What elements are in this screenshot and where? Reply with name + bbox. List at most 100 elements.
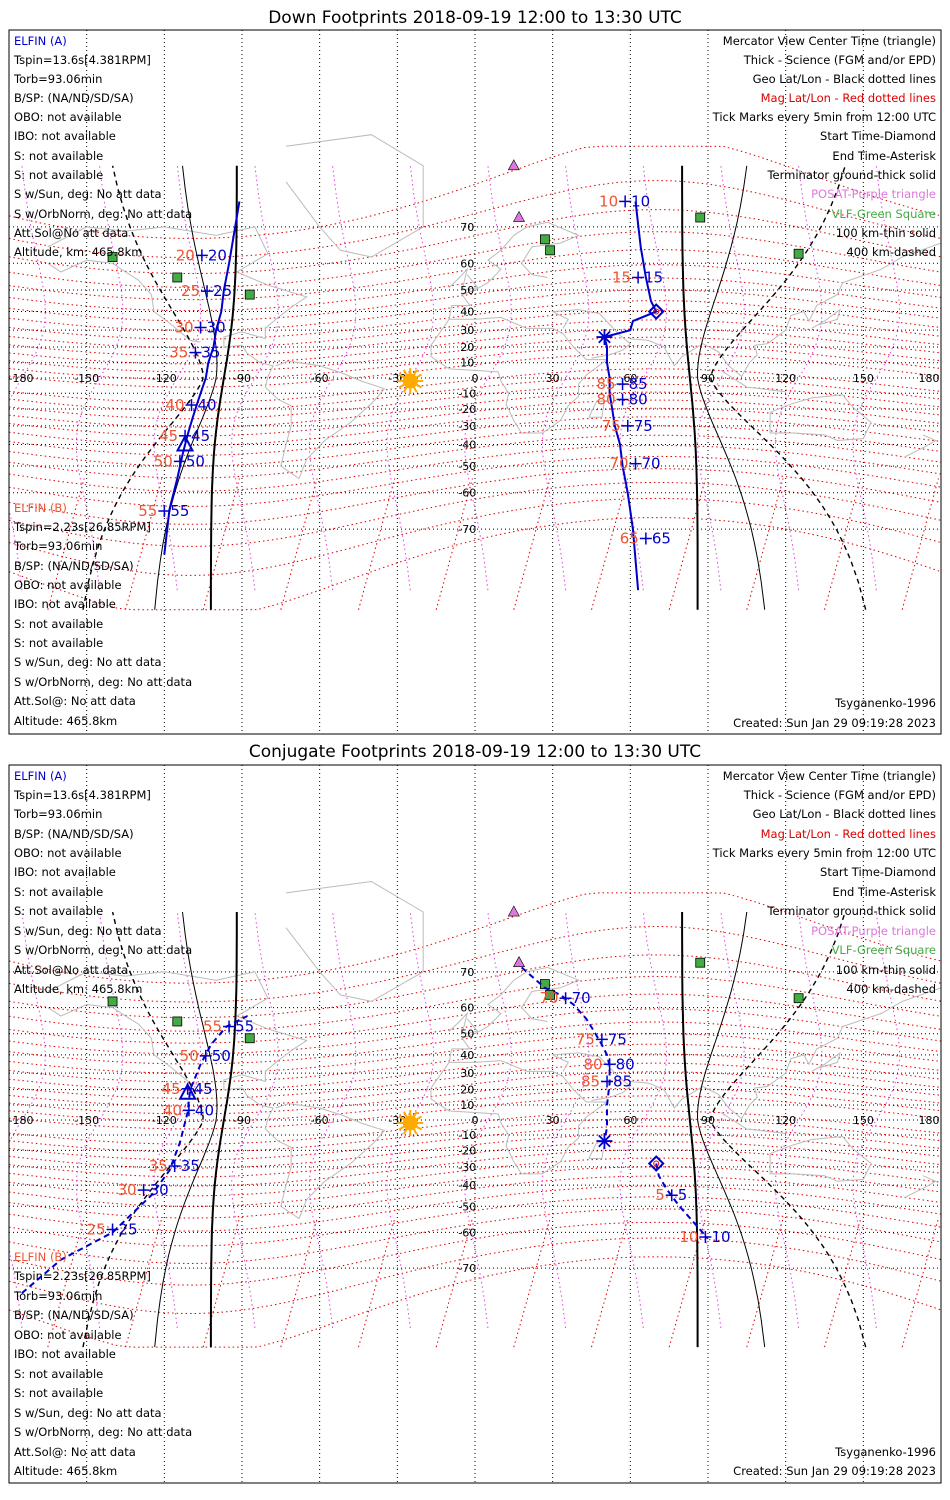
legend-left-line: S: not available bbox=[14, 149, 103, 163]
mag-latitude-line bbox=[9, 416, 941, 456]
lat-tick-label: -50 bbox=[458, 1200, 476, 1213]
end-time-asterisk bbox=[596, 1133, 613, 1150]
orbit-mag-label: 10 bbox=[599, 192, 618, 210]
coastline bbox=[588, 400, 605, 418]
legend-left-line: S w/OrbNorm, deg: No att data bbox=[14, 207, 192, 221]
mag-latitude-line bbox=[9, 1125, 941, 1161]
lat-tick-label: -60 bbox=[458, 1226, 476, 1239]
orbit-mag-label: 70 bbox=[609, 455, 628, 473]
orbit-tick-label: 15 bbox=[644, 268, 663, 286]
legend-right-line: VLF-Green Square bbox=[832, 207, 936, 221]
mag-latitude-line bbox=[9, 1221, 941, 1286]
mag-latitude-line bbox=[9, 209, 941, 274]
mag-latitude-line bbox=[9, 277, 941, 322]
sun-ray bbox=[398, 383, 405, 389]
lat-tick-label: -30 bbox=[458, 1161, 476, 1174]
legend-left-title: ELFIN (A) bbox=[14, 769, 67, 783]
lon-tick-label: 0 bbox=[472, 1114, 479, 1127]
sun-ray bbox=[402, 1111, 408, 1118]
orbit-trace bbox=[21, 1015, 248, 1294]
orbit-mag-label: 10 bbox=[679, 1228, 698, 1246]
legend-left-b-title: ELFIN (B) bbox=[14, 1250, 67, 1264]
coastline bbox=[47, 971, 386, 1220]
lon-tick-label: 150 bbox=[853, 372, 874, 385]
lon-tick-label: 30 bbox=[546, 1114, 560, 1127]
start-time-diamond bbox=[647, 303, 665, 320]
legend-left-line: Torb=93.06min bbox=[13, 807, 102, 821]
asterisk-stroke bbox=[598, 1134, 611, 1148]
lon-tick-label: 120 bbox=[775, 1114, 796, 1127]
orbit-tick-label: 25 bbox=[213, 282, 232, 300]
l-shell-line bbox=[308, 165, 357, 591]
orbit-mag-label: 15 bbox=[612, 268, 631, 286]
legend-left-b-line: Altitude: 465.8km bbox=[14, 714, 117, 728]
legend-left-b-line: OBO: not available bbox=[14, 578, 122, 592]
lat-tick-label: 70 bbox=[460, 221, 474, 234]
lon-tick-label: -180 bbox=[9, 372, 34, 385]
legend-left-line: B/SP: (NA/ND/SD/SA) bbox=[14, 827, 134, 841]
sun-ray bbox=[398, 1115, 405, 1121]
lon-tick-label: 60 bbox=[623, 372, 637, 385]
mag-latitude-line bbox=[9, 1071, 941, 1107]
orbit-tick-label: 80 bbox=[616, 1055, 635, 1073]
legend-left-line: IBO: not available bbox=[14, 865, 116, 879]
start-time-dot bbox=[653, 1160, 660, 1167]
orbit-tick-label: 35 bbox=[181, 1157, 200, 1175]
coastline bbox=[448, 267, 479, 291]
legend-left-b-line: S w/OrbNorm, deg: No att data bbox=[14, 1425, 192, 1439]
legend-right-line: Tick Marks every 5min from 12:00 UTC bbox=[712, 110, 936, 124]
l-shell-line bbox=[464, 165, 512, 591]
l-shell-line bbox=[386, 165, 435, 591]
start-time-dot bbox=[653, 308, 660, 315]
orbit-tick-label: 20 bbox=[208, 246, 227, 264]
lat-tick-label: -40 bbox=[458, 1179, 476, 1192]
mag-latitude-line bbox=[9, 1149, 941, 1187]
sun-disc bbox=[402, 373, 418, 389]
map-layers: -180 -150 -120 -90 -60 -30 0 30 60 90 120 150 180 70 6… bbox=[9, 30, 941, 734]
sun-ray bbox=[402, 1128, 408, 1135]
l-shell-line bbox=[153, 165, 202, 591]
mag-latitude-line bbox=[9, 975, 941, 1032]
sun-ray bbox=[398, 1125, 405, 1131]
legend-right-line: Geo Lat/Lon - Black dotted lines bbox=[753, 72, 936, 86]
legend-right-line: 100 km-thin solid bbox=[836, 226, 936, 240]
lon-tick-label: -150 bbox=[74, 1114, 99, 1127]
legend-left-b-line: Att.Sol@: No att data bbox=[14, 694, 136, 708]
orbit-mag-label: 25 bbox=[86, 1220, 105, 1238]
legend-left-line: Altitude, km: 465.8km bbox=[14, 245, 142, 259]
legend-right-line: Tick Marks every 5min from 12:00 UTC bbox=[712, 846, 936, 860]
terminator-400km-line bbox=[82, 911, 204, 1348]
lon-tick-label: -120 bbox=[152, 1114, 177, 1127]
sun-ray bbox=[412, 1128, 418, 1135]
terminator-400km-line bbox=[710, 911, 867, 1348]
legend-left-a: ELFIN (A) Tspin=13.6s[4.381RPM] Torb=93.… bbox=[13, 34, 192, 259]
legend-right-line: End Time-Asterisk bbox=[832, 149, 936, 163]
legend-right: Mercator View Center Time (triangle) Thi… bbox=[712, 769, 937, 996]
coastline bbox=[630, 987, 941, 1120]
orbit-tick-label: 55 bbox=[170, 502, 189, 520]
legend-left-line: OBO: not available bbox=[14, 110, 122, 124]
asterisk-stroke bbox=[598, 330, 611, 344]
l-shell-line bbox=[9, 165, 46, 591]
sun-ray bbox=[415, 383, 423, 389]
lon-tick-label: -90 bbox=[233, 372, 251, 385]
orbit-mag-label: 20 bbox=[176, 246, 195, 264]
center-time-triangle bbox=[175, 434, 195, 452]
mag-longitude-line bbox=[125, 478, 163, 610]
lat-tick-label: 60 bbox=[460, 1002, 474, 1015]
legend-left-b-line: OBO: not available bbox=[14, 1328, 122, 1342]
coastline bbox=[285, 880, 424, 1002]
lat-tick-label: -30 bbox=[458, 420, 476, 433]
map-layers: -180 -150 -120 -90 -60 -30 0 30 60 90 120 150 180 70 6… bbox=[9, 765, 941, 1483]
legend-left-b-line: Tspin=2.23s[26.85RPM] bbox=[13, 1269, 151, 1283]
lat-tick-label: 40 bbox=[460, 306, 474, 319]
legend-right-line: 400 km-dashed bbox=[846, 245, 936, 259]
mag-latitude-line bbox=[9, 336, 941, 373]
legend-right-line: Geo Lat/Lon - Black dotted lines bbox=[753, 807, 936, 821]
lat-tick-label: -70 bbox=[458, 1262, 476, 1275]
legend-left-b-line: B/SP: (NA/ND/SD/SA) bbox=[14, 559, 134, 573]
mag-longitude-line bbox=[824, 478, 862, 610]
legend-left-line: Tspin=13.6s[4.381RPM] bbox=[13, 53, 151, 67]
legend-left-line: S: not available bbox=[14, 168, 103, 182]
orbit-mag-label: 30 bbox=[174, 319, 193, 337]
